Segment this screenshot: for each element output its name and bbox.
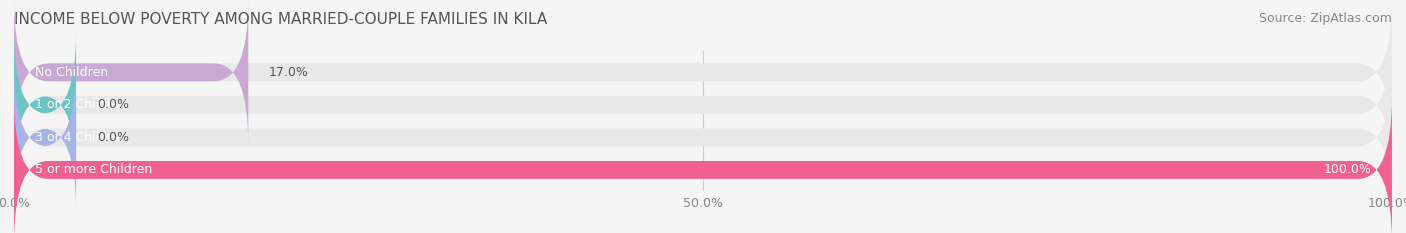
FancyBboxPatch shape — [14, 98, 1392, 233]
FancyBboxPatch shape — [14, 33, 76, 177]
FancyBboxPatch shape — [14, 65, 1392, 210]
Text: INCOME BELOW POVERTY AMONG MARRIED-COUPLE FAMILIES IN KILA: INCOME BELOW POVERTY AMONG MARRIED-COUPL… — [14, 12, 547, 27]
FancyBboxPatch shape — [14, 33, 1392, 177]
Text: 3 or 4 Children: 3 or 4 Children — [35, 131, 128, 144]
Text: Source: ZipAtlas.com: Source: ZipAtlas.com — [1258, 12, 1392, 25]
Text: 0.0%: 0.0% — [97, 131, 129, 144]
FancyBboxPatch shape — [14, 0, 1392, 145]
FancyBboxPatch shape — [14, 0, 249, 145]
FancyBboxPatch shape — [14, 98, 1392, 233]
Text: 17.0%: 17.0% — [269, 66, 309, 79]
Text: 5 or more Children: 5 or more Children — [35, 163, 152, 176]
Text: No Children: No Children — [35, 66, 108, 79]
FancyBboxPatch shape — [14, 65, 76, 210]
Text: 0.0%: 0.0% — [97, 98, 129, 111]
Text: 1 or 2 Children: 1 or 2 Children — [35, 98, 128, 111]
Text: 100.0%: 100.0% — [1323, 163, 1371, 176]
